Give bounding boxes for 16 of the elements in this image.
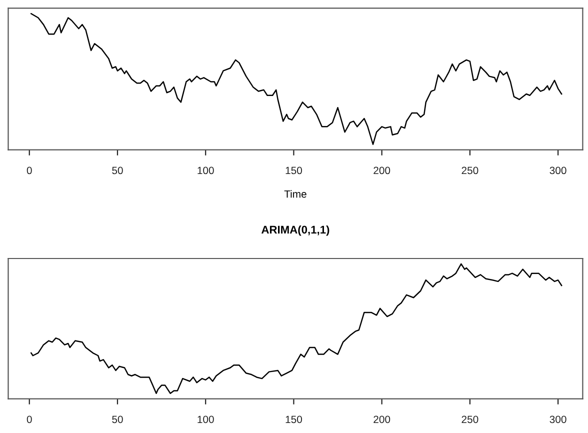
x-tick-label: 100: [198, 416, 214, 424]
x-tick-label: 100: [198, 166, 214, 174]
x-tick-label: 200: [374, 416, 390, 424]
x-tick-label: 50: [112, 166, 123, 174]
x-tick-label: 250: [462, 416, 478, 424]
x-tick-label: 50: [112, 416, 123, 424]
chart-title: ARIMA(0,1,1): [261, 225, 330, 236]
x-tick-label: 200: [374, 166, 390, 174]
x-tick-label: 300: [550, 166, 566, 174]
x-tick-label: 0: [26, 416, 32, 424]
x-tick-label: 0: [26, 166, 32, 174]
x-tick-label: 150: [286, 166, 302, 174]
x-axis-title: Time: [284, 190, 306, 198]
x-tick-label: 300: [550, 416, 566, 424]
x-tick-label: 250: [462, 166, 478, 174]
x-tick-label: 150: [286, 416, 302, 424]
